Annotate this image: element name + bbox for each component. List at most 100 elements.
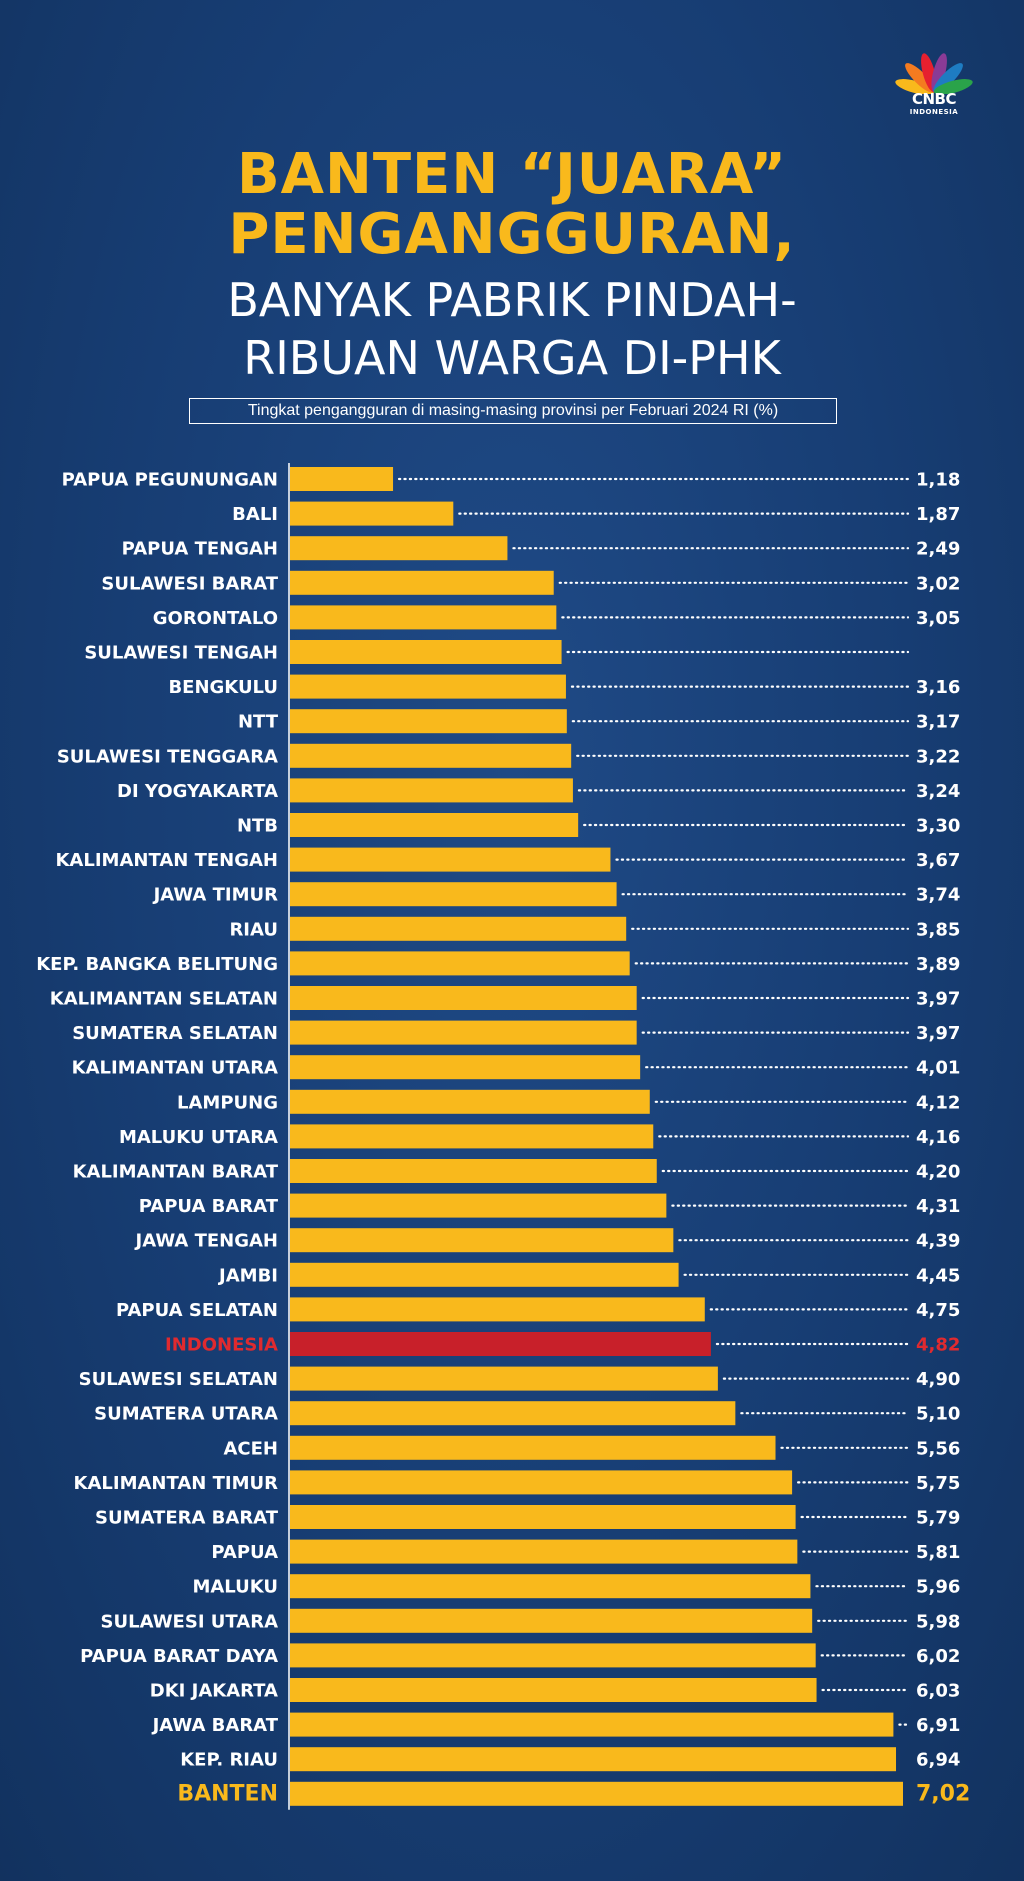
value-label: 3,02 xyxy=(916,573,960,594)
category-label: KALIMANTAN TIMUR xyxy=(74,1473,279,1494)
bar xyxy=(290,1574,811,1599)
value-label: 4,90 xyxy=(916,1369,960,1390)
category-label: SUMATERA UTARA xyxy=(94,1404,278,1425)
value-label: 4,12 xyxy=(916,1092,960,1113)
bar xyxy=(290,1020,637,1045)
bar xyxy=(290,570,554,595)
category-label: JAMBI xyxy=(217,1265,278,1286)
value-label: 4,82 xyxy=(916,1335,960,1356)
bar xyxy=(290,1297,705,1322)
bar xyxy=(290,640,562,664)
bar xyxy=(290,674,566,699)
value-label: 5,56 xyxy=(916,1438,960,1459)
category-label: MALUKU xyxy=(192,1577,278,1598)
bar xyxy=(290,1159,657,1183)
bar xyxy=(290,743,572,768)
value-label: 6,91 xyxy=(916,1715,960,1736)
value-label: 4,31 xyxy=(916,1196,960,1217)
bar xyxy=(290,1781,903,1806)
bar xyxy=(290,1643,816,1668)
bar xyxy=(290,709,567,734)
bar xyxy=(290,467,394,491)
bar xyxy=(290,1332,711,1356)
value-label: 4,20 xyxy=(916,1162,960,1183)
bar xyxy=(290,986,637,1010)
category-label: KALIMANTAN SELATAN xyxy=(50,989,278,1010)
category-label: INDONESIA xyxy=(165,1335,278,1356)
logo-text: CNBC xyxy=(911,90,957,108)
category-label: SULAWESI UTARA xyxy=(101,1611,279,1632)
title-line-1: BANTEN “JUARA” xyxy=(236,142,788,207)
value-label: 3,05 xyxy=(916,608,960,629)
category-label: PAPUA BARAT DAYA xyxy=(80,1646,278,1667)
category-label: SULAWESI BARAT xyxy=(101,573,278,594)
bar xyxy=(290,1608,813,1633)
value-label: 5,81 xyxy=(916,1542,960,1563)
value-label: 3,97 xyxy=(916,1023,960,1044)
category-label: GORONTALO xyxy=(153,608,278,629)
bar xyxy=(290,882,617,907)
category-label: MALUKU UTARA xyxy=(119,1127,278,1148)
title-line-2: PENGANGGURAN, xyxy=(228,202,796,267)
bar xyxy=(290,1366,718,1391)
category-label: NTB xyxy=(237,816,278,837)
category-label: KALIMANTAN TENGAH xyxy=(55,850,278,871)
category-label: SULAWESI TENGAH xyxy=(84,643,278,664)
subtitle-line-1: BANYAK PABRIK PINDAH- xyxy=(227,273,797,327)
bar xyxy=(290,1401,736,1426)
category-label: BENGKULU xyxy=(168,677,278,698)
bar xyxy=(290,1089,650,1114)
value-label: 3,85 xyxy=(916,919,960,940)
bar xyxy=(290,1747,897,1772)
value-label: 3,74 xyxy=(916,885,960,906)
value-label: 6,03 xyxy=(916,1681,960,1702)
category-label: JAWA TIMUR xyxy=(152,885,279,906)
value-label: 3,67 xyxy=(916,850,960,871)
bar xyxy=(290,605,557,630)
category-label: SUMATERA SELATAN xyxy=(72,1023,278,1044)
category-label: ACEH xyxy=(223,1438,278,1459)
value-label: 4,16 xyxy=(916,1127,960,1148)
category-label: RIAU xyxy=(229,919,278,940)
value-label: 6,02 xyxy=(916,1646,960,1667)
bar xyxy=(290,1193,667,1218)
category-label: KEP. RIAU xyxy=(180,1750,278,1771)
value-label: 4,39 xyxy=(916,1231,960,1252)
category-label: KEP. BANGKA BELITUNG xyxy=(36,954,278,975)
bar xyxy=(290,1055,641,1080)
category-label: JAWA BARAT xyxy=(151,1715,279,1736)
cnbc-indonesia-logo: CNBC INDONESIA xyxy=(892,50,976,120)
category-label: DI YOGYAKARTA xyxy=(117,781,278,802)
value-label: 5,98 xyxy=(916,1611,960,1632)
bar xyxy=(290,1124,654,1149)
value-label: 3,97 xyxy=(916,989,960,1010)
category-label: KALIMANTAN UTARA xyxy=(72,1058,278,1079)
value-label: 3,22 xyxy=(916,746,960,767)
value-label: 4,75 xyxy=(916,1300,960,1321)
value-label: 5,79 xyxy=(916,1508,960,1529)
peacock-icon xyxy=(895,53,973,95)
value-label: 3,16 xyxy=(916,677,960,698)
category-label: PAPUA PEGUNUNGAN xyxy=(62,470,278,491)
subtitle-line-2: RIBUAN WARGA DI-PHK xyxy=(243,331,781,385)
value-label: 3,17 xyxy=(916,712,960,733)
category-label: DKI JAKARTA xyxy=(150,1681,278,1702)
value-label: 3,24 xyxy=(916,781,960,802)
value-label: 4,01 xyxy=(916,1058,960,1079)
bar xyxy=(290,536,508,561)
value-label: 2,49 xyxy=(916,539,960,560)
bar xyxy=(290,847,611,872)
chart-caption: Tingkat pengangguran di masing-masing pr… xyxy=(189,398,837,424)
value-label: 1,18 xyxy=(916,470,960,491)
value-label: 4,45 xyxy=(916,1265,960,1286)
bar xyxy=(290,951,630,976)
value-label: 6,94 xyxy=(916,1750,960,1771)
bar xyxy=(290,1470,793,1495)
category-label: SULAWESI TENGGARA xyxy=(57,746,278,767)
category-label: LAMPUNG xyxy=(177,1092,278,1113)
value-label: 7,02 xyxy=(916,1781,970,1806)
category-label: JAWA TENGAH xyxy=(134,1231,278,1252)
category-label: SULAWESI SELATAN xyxy=(79,1369,278,1390)
category-label: PAPUA xyxy=(211,1542,278,1563)
